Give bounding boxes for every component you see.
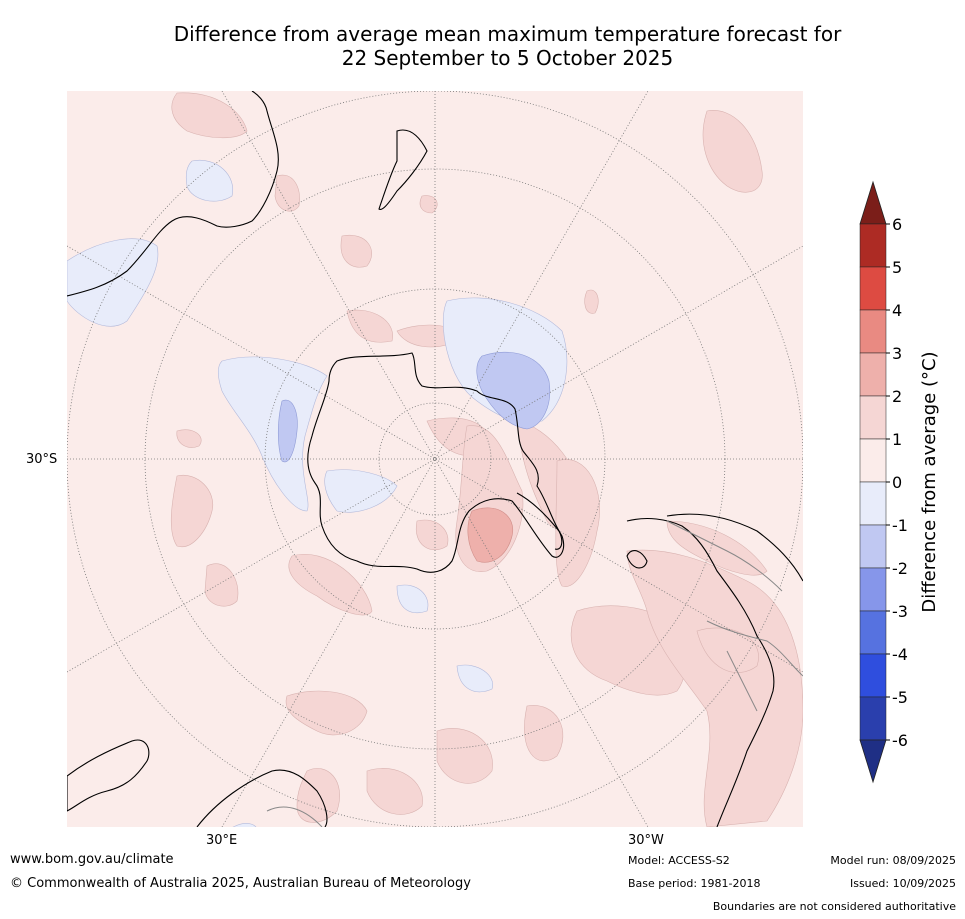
copyright-text: © Commonwealth of Australia 2025, Austra… [10,876,471,891]
country-boundaries [266,520,803,827]
map-title: Difference from average mean maximum tem… [60,22,955,70]
issued-text: Issued: 10/09/2025 [849,877,956,890]
colorbar-tick-label: 2 [892,387,902,406]
colorbar-segment [859,610,887,655]
polar-map [67,91,803,827]
colorbar-tick-label: -1 [892,516,908,535]
colorbar-tick-label: 0 [892,473,902,492]
colorbar-tick-label: 5 [892,258,902,277]
anomaly-minus-2-to-minus-1-patches [277,351,551,463]
lon-label-30e: 30°E [206,833,238,848]
colorbar-tick-label: 4 [892,301,902,320]
colorbar-segment [859,223,887,268]
colorbar-extend-high [859,180,887,225]
colorbar-tick-label: -6 [892,731,908,750]
colorbar-segment [859,395,887,440]
map-background [67,91,803,827]
website-link[interactable]: www.bom.gov.au/climate [10,852,174,867]
model-run-text: Model run: 08/09/2025 [830,854,956,867]
colorbar-tick-label: 6 [892,215,902,234]
colorbar-label: Difference from average (°C) [919,351,940,612]
colorbar-extend-low [859,739,887,784]
title-line-2: 22 September to 5 October 2025 [341,46,674,70]
colorbar-tick-label: -4 [892,645,908,664]
colorbar-segment [859,438,887,483]
colorbar-segment [859,266,887,311]
model-text: Model: ACCESS-S2 [628,854,730,867]
title-line-1: Difference from average mean maximum tem… [173,22,842,46]
graticule [67,91,803,827]
colorbar-segment [859,481,887,526]
colorbar-segment [859,696,887,741]
colorbar-tick-label: -5 [892,688,908,707]
lat-label-30s: 30°S [26,452,58,467]
colorbar-segment [859,567,887,612]
colorbar-tick-label: -3 [892,602,908,621]
colorbar-segments [859,180,887,784]
coastlines [67,91,803,827]
base-period-text: Base period: 1981-2018 [628,877,761,890]
anomaly-0-to-1-patches [170,92,803,827]
colorbar-segment [859,653,887,698]
colorbar-tick-label: -2 [892,559,908,578]
colorbar-segment [859,524,887,569]
disclaimer-text: Boundaries are not considered authoritat… [712,900,956,913]
colorbar-segment [859,309,887,354]
colorbar-segment [859,352,887,397]
colorbar-tick-label: 3 [892,344,902,363]
colorbar-tick-label: 1 [892,430,902,449]
anomaly-1-to-2-patches [467,507,514,563]
lon-label-30w: 30°W [628,833,664,848]
